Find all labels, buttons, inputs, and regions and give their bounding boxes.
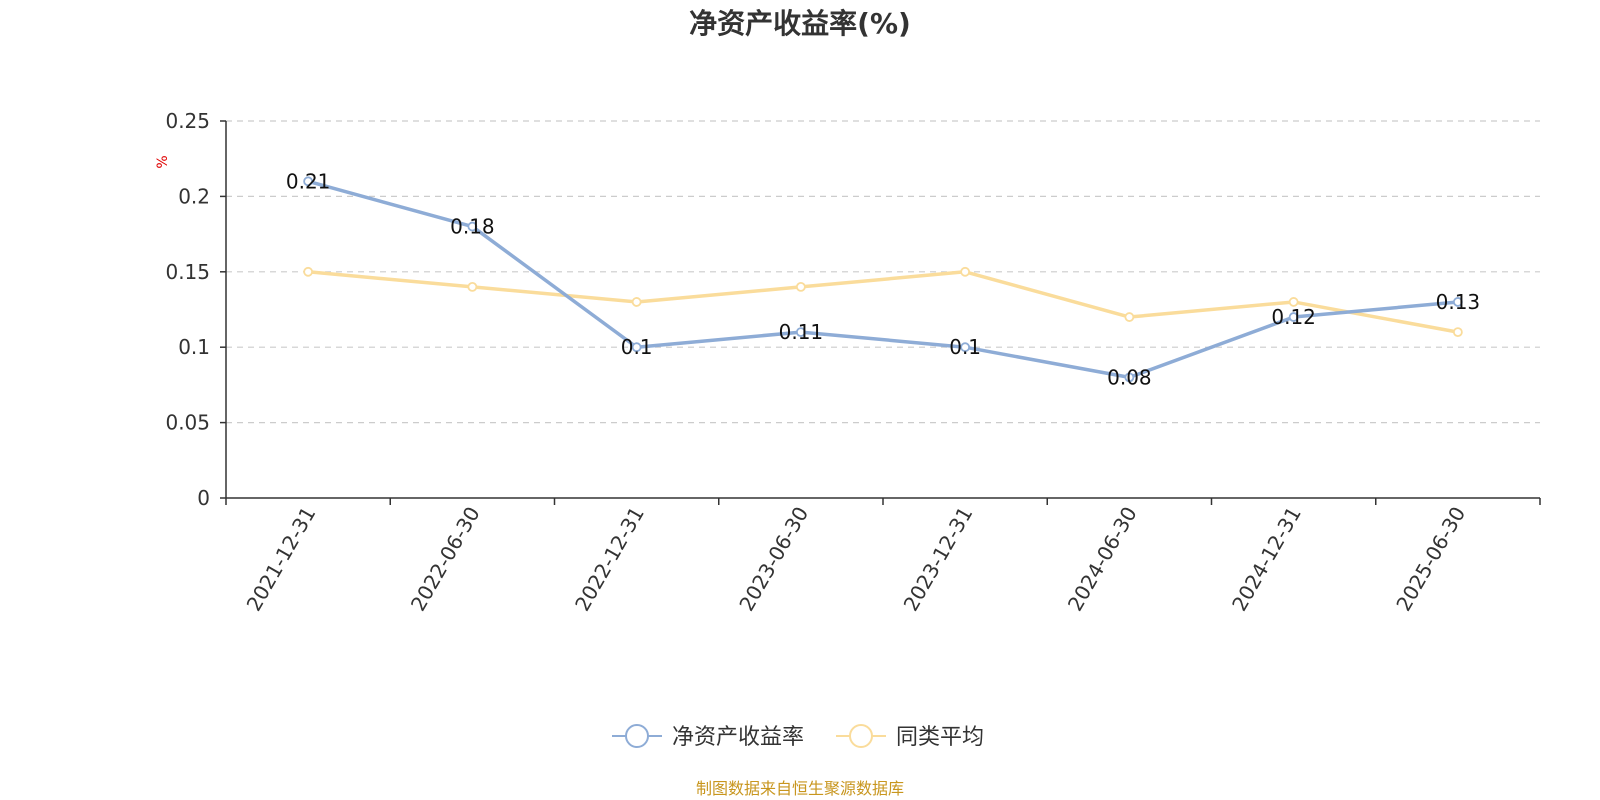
x-tick-label: 2023-12-31 xyxy=(899,503,978,616)
data-point xyxy=(467,221,478,232)
y-tick-label: 0.05 xyxy=(165,411,210,435)
x-tick-label: 2024-06-30 xyxy=(1063,503,1142,616)
x-tick-label: 2024-12-31 xyxy=(1227,503,1306,616)
legend-label: 同类平均 xyxy=(896,725,984,750)
data-labels: 0.21 0.18 0.1 0.11 0.1 0.08 0.12 0.13 xyxy=(286,169,1480,389)
y-tick-label: 0.1 xyxy=(178,335,210,359)
chart-title: 净资产收益率(%) xyxy=(689,7,911,40)
data-point xyxy=(303,266,314,277)
series-peer-average xyxy=(303,266,1463,338)
data-point xyxy=(1124,372,1135,383)
legend-item-peer-average: 同类平均 xyxy=(836,724,984,750)
data-label: 0.21 xyxy=(286,169,331,193)
data-label: 0.12 xyxy=(1271,305,1316,329)
y-tick-label: 0.2 xyxy=(178,184,210,208)
x-tick-label: 2023-06-30 xyxy=(734,503,813,616)
legend-item-roe: 净资产收益率 xyxy=(612,724,804,750)
legend-marker xyxy=(849,724,873,748)
data-point xyxy=(1124,312,1135,322)
y-axis-unit: % xyxy=(155,155,171,168)
data-point xyxy=(467,281,478,292)
series-lines xyxy=(303,176,1463,383)
axes: 0 0.05 0.1 0.15 0.2 0.25 2021-12-31 2022-06-30 2… xyxy=(165,109,1541,616)
x-tick-label: 2022-12-31 xyxy=(570,503,649,616)
y-tick-label: 0.25 xyxy=(165,109,210,133)
data-point xyxy=(1288,312,1299,322)
data-point xyxy=(1288,297,1299,307)
data-point xyxy=(631,297,642,307)
x-tick-label: 2021-12-31 xyxy=(242,503,321,616)
y-tick-label: 0.15 xyxy=(165,260,210,284)
data-label: 0.11 xyxy=(779,320,824,344)
data-label: 0.13 xyxy=(1436,290,1481,314)
series-line xyxy=(307,179,1459,380)
data-point xyxy=(795,281,806,292)
data-point xyxy=(960,342,971,353)
y-tick-label: 0 xyxy=(197,486,210,510)
legend-marker xyxy=(625,724,649,748)
series-roe xyxy=(303,176,1463,383)
data-point xyxy=(631,342,642,353)
grid-lines xyxy=(226,120,1540,424)
data-point xyxy=(303,176,314,187)
data-label: 0.1 xyxy=(621,335,653,359)
x-tick-label: 2022-06-30 xyxy=(406,503,485,616)
source-note: 制图数据来自恒生聚源数据库 xyxy=(696,779,904,798)
data-label: 0.1 xyxy=(949,335,981,359)
legend: 净资产收益率 同类平均 xyxy=(612,724,984,750)
x-tick-label: 2025-06-30 xyxy=(1391,503,1470,616)
data-point xyxy=(795,327,806,338)
data-point xyxy=(1452,297,1463,307)
legend-label: 净资产收益率 xyxy=(672,725,804,750)
data-label: 0.18 xyxy=(450,215,495,239)
data-point xyxy=(1452,327,1463,338)
data-label: 0.08 xyxy=(1107,365,1152,389)
data-point xyxy=(960,266,971,277)
series-line xyxy=(307,270,1459,334)
